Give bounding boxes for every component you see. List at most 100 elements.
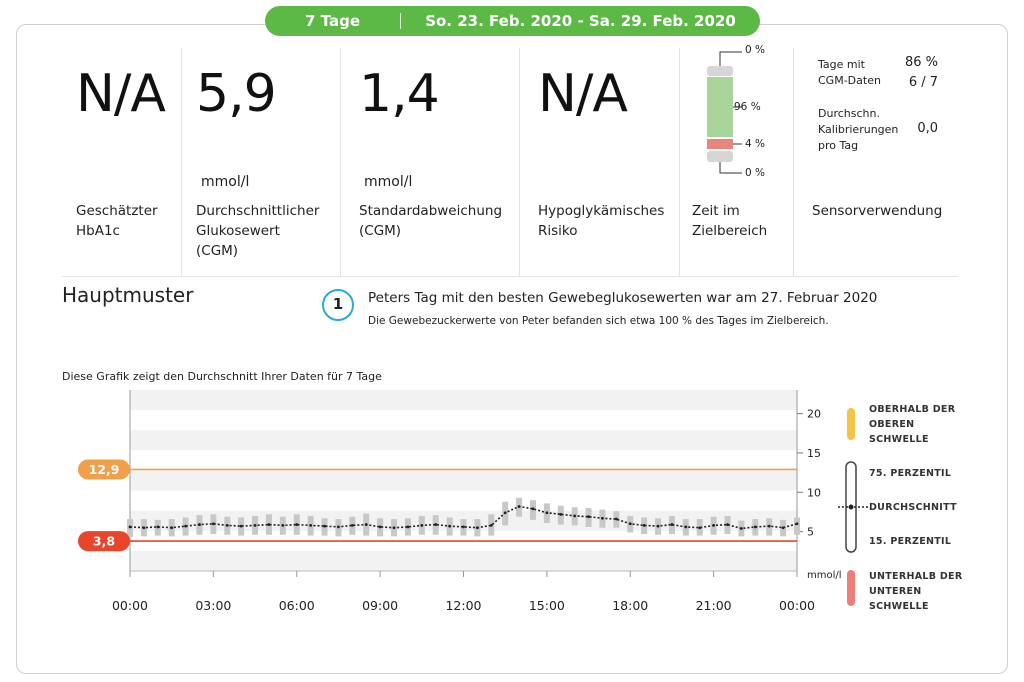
x-tick-label: 06:00 [279,598,315,613]
mean-point [462,525,465,529]
mean-point [740,527,743,530]
mean-point [628,522,632,526]
stat-hypo-risk: N/A Hypoglykämisches Risiko [520,48,678,276]
y-tick-label: 20 [807,408,821,421]
std-dev-value: 1,4 [359,64,440,124]
mean-point [712,523,716,527]
mean-point [142,526,146,530]
gauge-bottom-cap [707,151,733,162]
date-range-header[interactable]: 7 Tage So. 23. Feb. 2020 - Sa. 29. Feb. … [265,6,760,36]
mean-point [489,523,493,527]
x-tick-label: 00:00 [779,598,815,613]
stat-divider [340,48,341,276]
upper-threshold-badge [78,459,130,480]
mean-point [698,526,702,530]
mean-point [253,523,257,527]
gauge-top-label: 0 % [745,44,765,56]
stat-sensor-usage: Tage mit CGM-Daten 86 % 6 / 7 Durchschn.… [794,48,958,276]
mean-point [239,524,243,528]
date-range-label: So. 23. Feb. 2020 - Sa. 29. Feb. 2020 [425,12,736,30]
mean-point [309,523,313,527]
y-tick-label: 15 [807,447,821,460]
lower-threshold-value: 3,8 [93,534,115,549]
mean-point [184,524,187,528]
mean-point [795,522,799,526]
mean-point [267,523,271,526]
mean-point [531,507,535,511]
mean-point [448,524,452,528]
x-tick-label: 00:00 [112,598,148,613]
mean-point [128,525,132,529]
y-tick-label: 10 [807,486,821,499]
stats-bottom-rule [62,276,958,277]
mean-point [420,523,424,527]
pattern-number-badge: 1 [322,289,354,321]
legend-p15-text: 15. PERZENTIL [869,536,952,547]
chart-band [130,550,797,571]
mean-point [726,523,729,526]
pattern-detail: Die Gewebezuckerwerte von Peter befanden… [368,315,829,327]
mean-point [767,524,771,528]
gauge-top-leader [719,51,742,66]
x-tick-label: 21:00 [696,598,732,613]
chart-band [130,390,797,411]
avg-glucose-label: Durchschnittlicher Glukosewert (CGM) [196,203,320,259]
sensor-usage-label: Sensorverwendung [812,203,943,219]
pattern-headline: Peters Tag mit den besten Gewebeglukosew… [368,290,878,306]
mean-point [559,512,563,516]
hypo-risk-label: Hypoglykämisches Risiko [538,203,665,239]
mean-point [295,523,299,526]
header-divider [400,13,401,29]
lower-threshold-badge [78,531,130,552]
mean-point [170,526,174,530]
y-unit-label: mmol/l [807,570,842,581]
stat-divider [793,48,794,276]
gauge-in-range-label: 96 % [734,101,761,113]
mean-point [642,523,646,527]
mean-point [601,516,604,520]
mean-point [475,526,479,530]
gauge-low-label: 4 % [745,138,765,150]
mean-point [156,525,160,529]
legend-p75-text: 75. PERZENTIL [869,468,952,479]
y-tick-label: 5 [807,526,814,539]
legend-below-swatch [847,570,855,606]
x-tick-label: 09:00 [362,598,398,613]
chart-band [130,490,797,511]
stat-divider [679,48,680,276]
mean-point [753,525,757,529]
section-title: Hauptmuster [62,283,194,307]
mean-point [587,515,590,519]
hba1c-label: Geschätzter HbA1c [76,203,158,239]
mean-point [337,525,340,529]
gauge-top-cap [707,66,733,76]
stat-divider [181,48,182,276]
avg-glucose-unit: mmol/l [201,174,250,190]
mean-point [545,511,549,515]
mean-point [684,525,688,529]
std-dev-unit: mmol/l [364,174,413,190]
legend-mean-text: DURCHSCHNITT [869,502,957,513]
mean-point [670,523,674,526]
mean-point [573,514,577,518]
mean-point [503,511,507,515]
x-tick-label: 18:00 [612,598,648,613]
stat-avg-glucose: 5,9 mmol/l Durchschnittlicher Glukosewer… [182,48,340,276]
mean-point [378,525,382,529]
stat-time-in-range: 0 % 96 % 4 % 0 % Zeit im Zielbereich [680,44,792,276]
legend-above-swatch [847,408,855,440]
mean-point [781,526,785,530]
mean-point [614,517,618,521]
legend-mean-dot [848,504,854,510]
std-dev-label: Standardabweichung (CGM) [359,203,503,239]
chart-band [130,450,797,471]
gauge-in-range-bar [707,77,733,137]
hba1c-value: N/A [76,64,166,124]
gauge-bottom-label: 0 % [745,167,765,179]
days-label: 7 Tage [305,12,360,30]
sensor-days-pct: 86 % [904,55,938,70]
sensor-days-label: Tage mit CGM-Daten [818,58,881,87]
mean-point [350,523,354,527]
gauge-bottom-leader [719,162,742,174]
chart-band [130,410,797,431]
